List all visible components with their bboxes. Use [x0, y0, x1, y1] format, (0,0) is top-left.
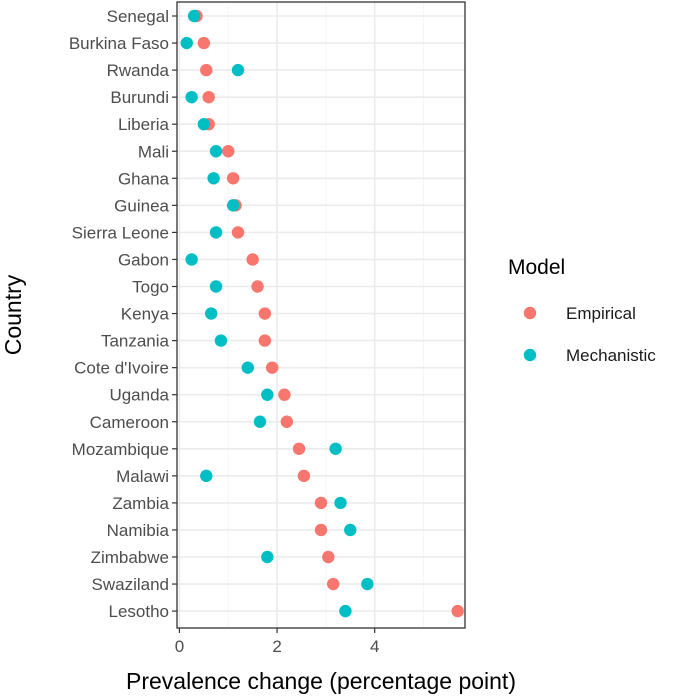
point-empirical: [251, 280, 264, 293]
panel-background: [177, 2, 465, 628]
y-tick-label: Mali: [138, 142, 169, 161]
point-mechanistic: [180, 36, 193, 50]
y-tick-label: Burundi: [110, 88, 169, 107]
legend-label-mechanistic: Mechanistic: [566, 346, 656, 365]
x-axis: 0 2 4: [175, 628, 379, 656]
point-mechanistic: [214, 334, 228, 347]
point-mechanistic: [329, 442, 342, 455]
y-tick-label: Rwanda: [107, 61, 170, 80]
y-tick-label: Liberia: [118, 115, 170, 134]
point-empirical: [197, 36, 211, 50]
legend-label-empirical: Empirical: [566, 304, 636, 323]
x-tick-label: 2: [272, 637, 281, 656]
y-tick-label: Zambia: [112, 494, 169, 513]
y-tick-label: Togo: [132, 278, 169, 297]
point-empirical: [258, 334, 272, 347]
y-tick-label: Swaziland: [92, 575, 170, 594]
point-mechanistic: [209, 226, 223, 239]
point-empirical: [222, 145, 235, 158]
point-empirical: [280, 415, 294, 428]
y-tick-label: Sierra Leone: [72, 223, 169, 242]
y-tick-label: Kenya: [121, 305, 170, 324]
point-mechanistic: [185, 253, 198, 266]
y-axis: Senegal Burkina Faso Rwanda Burundi Liberia M…: [69, 7, 177, 621]
y-tick-label: Burkina Faso: [69, 34, 169, 53]
point-mechanistic: [231, 63, 245, 77]
point-empirical: [226, 172, 240, 185]
point-empirical: [258, 307, 272, 320]
x-tick-label: 4: [370, 637, 379, 656]
point-mechanistic: [339, 604, 352, 618]
point-empirical: [265, 361, 279, 374]
point-mechanistic: [185, 90, 198, 104]
point-mechanistic: [361, 577, 374, 591]
y-tick-label: Lesotho: [109, 602, 170, 621]
point-mechanistic: [209, 280, 223, 293]
legend-key-mechanistic: [523, 348, 537, 362]
point-empirical: [451, 604, 464, 618]
y-tick-label: Cameroon: [90, 413, 169, 432]
y-tick-label: Cote d'Ivoire: [74, 359, 169, 378]
grid-lines: [177, 2, 465, 628]
point-empirical: [322, 550, 335, 564]
point-mechanistic: [187, 9, 201, 23]
point-mechanistic: [241, 361, 254, 374]
y-tick-label: Uganda: [109, 386, 169, 405]
point-mechanistic: [344, 523, 357, 537]
point-mechanistic: [261, 388, 274, 401]
y-tick-label: Senegal: [107, 7, 169, 26]
point-empirical: [246, 253, 259, 266]
point-mechanistic: [207, 172, 220, 185]
point-empirical: [314, 496, 328, 510]
point-mechanistic: [209, 145, 223, 158]
y-tick-label: Ghana: [118, 169, 170, 188]
point-empirical: [202, 90, 215, 104]
y-tick-label: Tanzania: [101, 332, 170, 351]
y-tick-label: Namibia: [107, 521, 170, 540]
point-empirical: [231, 226, 245, 239]
point-mechanistic: [204, 307, 218, 320]
point-mechanistic: [226, 199, 240, 212]
point-mechanistic: [334, 496, 347, 510]
x-tick-label: 0: [175, 637, 184, 656]
legend-title: Model: [508, 256, 565, 279]
point-mechanistic: [261, 550, 274, 564]
y-tick-label: Gabon: [118, 250, 169, 269]
y-tick-label: Zimbabwe: [91, 548, 169, 567]
y-tick-label: Mozambique: [72, 440, 169, 459]
x-axis-title: Prevalence change (percentage point): [126, 668, 516, 694]
point-empirical: [278, 388, 291, 401]
point-empirical: [200, 63, 213, 77]
point-mechanistic: [253, 415, 267, 428]
point-mechanistic: [200, 469, 213, 483]
legend: Model Empirical Mechanistic: [508, 256, 656, 365]
panel-border: [176, 1, 466, 629]
y-tick-label: Malawi: [116, 467, 169, 486]
y-tick-label: Guinea: [114, 196, 169, 215]
data-points: [180, 9, 464, 618]
point-empirical: [297, 469, 311, 483]
point-empirical: [314, 523, 328, 537]
point-mechanistic: [197, 118, 211, 131]
point-empirical: [327, 577, 340, 591]
point-empirical: [292, 442, 306, 455]
y-axis-title: Country: [0, 274, 26, 355]
legend-key-empirical: [523, 306, 537, 320]
